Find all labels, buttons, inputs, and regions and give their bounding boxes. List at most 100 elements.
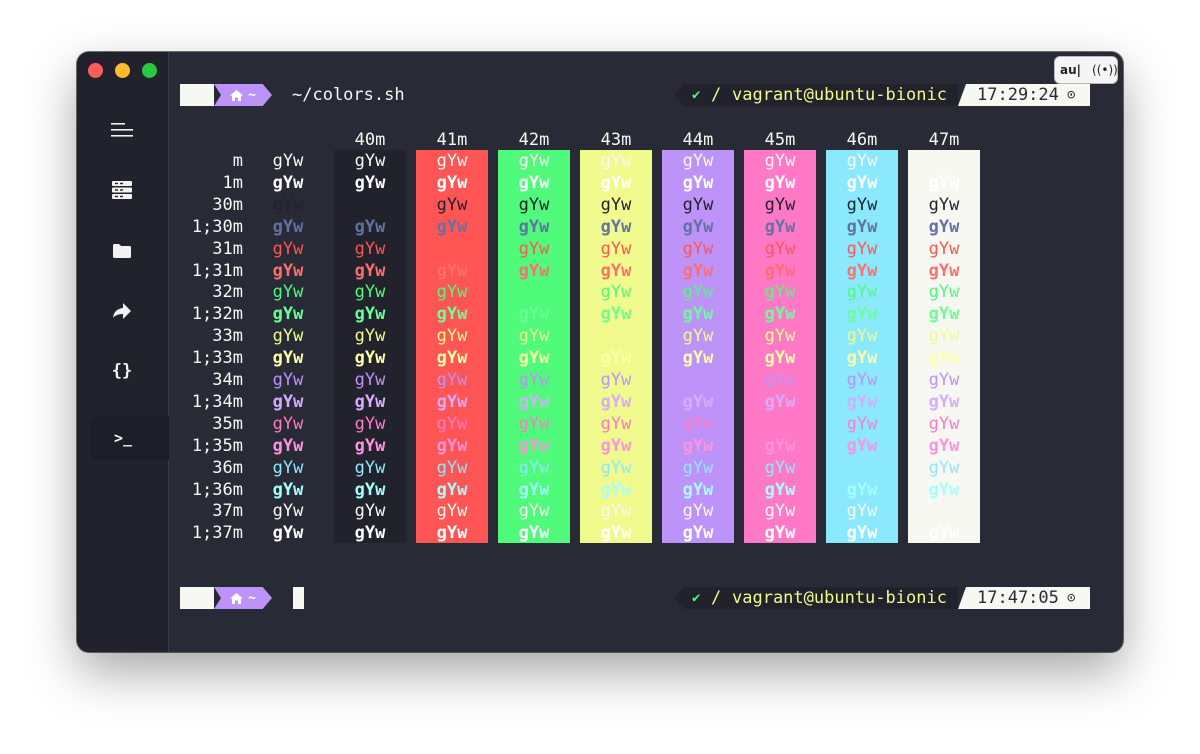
hamburger-menu-icon[interactable] (104, 112, 140, 148)
color-sample-cell: gYw (682, 260, 714, 281)
color-sample-cell: gYw (600, 304, 632, 325)
color-sample-cell: gYw (436, 216, 468, 237)
color-sample-cell: gYw (764, 304, 796, 325)
color-sample-cell: gYw (272, 413, 304, 434)
minimize-window-button[interactable] (115, 63, 130, 78)
color-sample-cell: gYw (272, 216, 304, 237)
input-indicator-widget[interactable]: au| ((•)) (1054, 56, 1118, 84)
color-sample-cell: gYw (518, 151, 550, 171)
row-label: 1;30m (191, 216, 243, 237)
color-sample-cell: gYw (928, 172, 960, 193)
color-sample-cell: gYw (682, 304, 714, 325)
column-header: 42m (518, 130, 550, 150)
color-sample-cell: gYw (600, 282, 632, 303)
color-sample-cell: gYw (354, 370, 386, 390)
color-sample-cell: gYw (600, 413, 632, 434)
color-sample-cell: gYw (518, 391, 550, 412)
color-sample-cell: gYw (436, 151, 468, 171)
color-sample-cell: gYw (600, 194, 632, 215)
color-sample-cell: gYw (846, 282, 878, 303)
prompt-time: 17:29:24 (977, 85, 1059, 105)
prompt-start-segment (180, 84, 214, 106)
separator: / (711, 85, 722, 105)
color-sample-cell: gYw (600, 216, 632, 237)
color-sample-cell: gYw (354, 523, 386, 544)
color-sample-cell: gYw (436, 304, 468, 325)
bg-column-44m (662, 150, 734, 543)
prompt-dir-label: ~ (248, 590, 256, 606)
zoom-window-button[interactable] (142, 63, 157, 78)
curly-braces-icon[interactable]: {} (111, 361, 133, 381)
column-header: 46m (846, 130, 878, 150)
time-segment: 17:29:24 ⊙ (958, 84, 1090, 106)
color-sample-cell: gYw (600, 348, 632, 369)
color-sample-cell: gYw (846, 391, 878, 412)
terminal-window: {} >_ au| ((•)) ~ ~/colors.sh ✔ / vagran… (77, 52, 1123, 652)
column-header: 45m (764, 130, 796, 150)
close-window-button[interactable] (88, 63, 103, 78)
color-sample-cell: gYw (928, 282, 960, 303)
color-sample-cell: gYw (846, 172, 878, 193)
color-sample-cell: gYw (272, 194, 304, 215)
color-sample-cell: gYw (600, 391, 632, 412)
color-sample-cell: gYw (518, 523, 550, 544)
color-sample-cell: gYw (354, 391, 386, 412)
row-label: 1;37m (191, 523, 243, 544)
column-header: 40m (354, 130, 386, 150)
color-sample-cell: gYw (354, 282, 386, 303)
color-sample-cell: gYw (928, 501, 960, 522)
status-segment (674, 587, 958, 609)
color-sample-cell: gYw (600, 435, 632, 456)
color-sample-cell: gYw (846, 413, 878, 434)
color-sample-cell: gYw (436, 479, 468, 500)
prompt-dir-segment: ~ (214, 84, 272, 106)
color-sample-cell: gYw (354, 216, 386, 237)
color-sample-cell: gYw (928, 304, 960, 325)
color-sample-cell: gYw (272, 304, 304, 325)
color-sample-cell: gYw (518, 457, 550, 478)
color-sample-cell: gYw (436, 391, 468, 412)
color-sample-cell: gYw (436, 172, 468, 193)
color-sample-cell: gYw (600, 238, 632, 259)
color-sample-cell: gYw (436, 435, 468, 456)
column-header: 43m (600, 130, 632, 150)
folder-icon[interactable] (104, 233, 140, 269)
row-label: 35m (212, 413, 243, 434)
home-icon (230, 89, 244, 101)
color-sample-cell: gYw (272, 501, 304, 522)
color-sample-cell: gYw (764, 194, 796, 215)
color-sample-cell: gYw (846, 523, 878, 544)
color-sample-cell: gYw (682, 479, 714, 500)
color-sample-cell: gYw (354, 304, 386, 325)
prompt-start-segment (180, 587, 214, 609)
color-sample-cell: gYw (436, 413, 468, 434)
color-sample-cell: gYw (846, 238, 878, 259)
column-header: 47m (928, 130, 960, 150)
color-sample-cell: gYw (518, 348, 550, 369)
color-sample-cell: gYw (682, 216, 714, 237)
color-sample-cell: gYw (436, 348, 468, 369)
terminal-prompt-icon[interactable]: >_ (113, 429, 133, 447)
color-sample-cell: gYw (518, 238, 550, 259)
color-sample-cell: gYw (272, 260, 304, 281)
color-sample-cell: gYw (518, 172, 550, 193)
color-sample-cell: gYw (436, 523, 468, 544)
active-tab-highlight (91, 416, 169, 460)
forward-arrow-icon[interactable] (104, 293, 140, 329)
color-sample-cell: gYw (272, 326, 304, 347)
color-sample-cell: gYw (518, 260, 550, 281)
color-sample-cell: gYw (354, 238, 386, 259)
row-label: 1;36m (191, 479, 243, 500)
terminal-cursor[interactable] (293, 587, 304, 609)
row-label: m (232, 151, 243, 171)
color-sample-cell: gYw (600, 501, 632, 522)
check-icon: ✔ (692, 87, 701, 103)
server-icon[interactable] (104, 172, 140, 208)
color-sample-cell: gYw (518, 326, 550, 347)
color-sample-cell: gYw (846, 348, 878, 369)
row-label: 1;34m (191, 391, 243, 412)
color-sample-cell: gYw (682, 238, 714, 259)
color-sample-cell: gYw (354, 348, 386, 369)
color-sample-cell: gYw (928, 216, 960, 237)
bg-column-47m (908, 150, 980, 543)
